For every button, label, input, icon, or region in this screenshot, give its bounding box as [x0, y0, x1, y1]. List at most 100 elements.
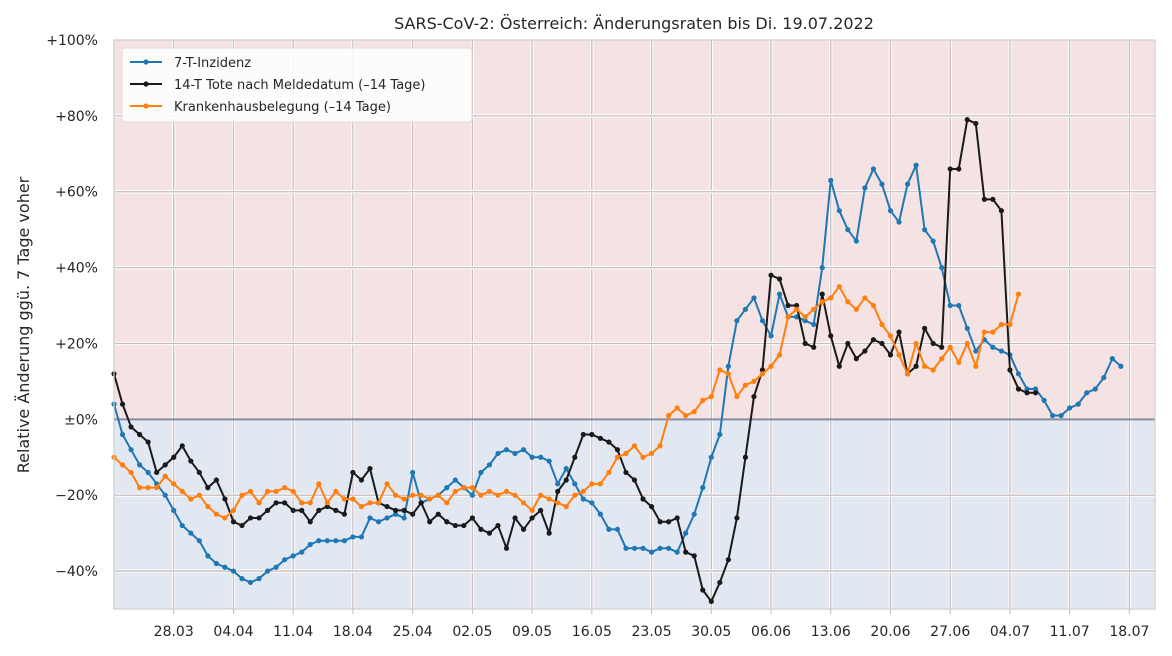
data-point: [922, 325, 928, 331]
x-tick-label: 04.04: [213, 624, 253, 640]
data-point: [614, 526, 621, 532]
data-point: [870, 302, 877, 309]
data-point: [137, 485, 143, 491]
data-point: [887, 352, 894, 358]
data-point: [1118, 363, 1124, 369]
data-point: [1101, 375, 1107, 381]
data-point: [538, 454, 544, 460]
x-tick-label: 13.06: [811, 624, 851, 640]
data-point: [486, 488, 493, 495]
data-point: [674, 549, 680, 555]
data-point: [239, 492, 245, 498]
data-point: [913, 162, 919, 168]
data-point: [700, 485, 706, 491]
data-point: [444, 500, 450, 506]
data-point: [580, 496, 586, 502]
data-point: [469, 485, 475, 491]
data-point: [162, 492, 168, 498]
data-point: [495, 492, 501, 498]
data-point: [589, 431, 595, 438]
data-point: [742, 454, 749, 460]
data-point: [162, 462, 168, 468]
x-tick-label: 11.07: [1050, 624, 1090, 640]
data-point: [401, 515, 407, 521]
data-point: [700, 587, 706, 593]
data-point: [358, 534, 365, 540]
data-point: [230, 519, 237, 525]
data-point: [1024, 386, 1030, 392]
data-point: [1109, 356, 1115, 362]
data-point: [879, 321, 885, 328]
data-point: [853, 238, 859, 244]
plot-area: [111, 39, 1156, 610]
data-point: [119, 431, 126, 438]
data-point: [358, 477, 365, 483]
data-point: [367, 500, 373, 506]
data-point: [375, 500, 382, 506]
legend-marker: [143, 81, 149, 87]
data-point: [145, 469, 151, 476]
data-point: [896, 219, 902, 225]
x-tick-label: 28.03: [154, 624, 194, 640]
data-point: [947, 166, 953, 172]
data-point: [333, 488, 339, 495]
data-point: [392, 492, 399, 498]
data-point: [751, 378, 757, 384]
data-point: [239, 522, 245, 529]
data-point: [759, 318, 766, 324]
data-point: [188, 530, 194, 536]
data-point: [657, 519, 663, 525]
data-point: [171, 507, 177, 513]
data-point: [247, 579, 254, 586]
data-point: [128, 469, 134, 476]
x-tick-label: 25.04: [393, 624, 433, 640]
data-point: [623, 545, 629, 551]
data-point: [776, 291, 783, 297]
data-point: [879, 340, 885, 347]
data-point: [768, 333, 774, 339]
data-point: [290, 488, 296, 495]
data-point: [538, 492, 544, 498]
data-point: [811, 306, 817, 312]
data-point: [580, 431, 586, 438]
data-point: [845, 340, 851, 347]
data-point: [179, 443, 185, 449]
data-point: [529, 454, 535, 460]
data-point: [691, 553, 697, 559]
data-point: [973, 348, 979, 354]
data-point: [350, 469, 356, 476]
data-point: [1024, 390, 1030, 396]
data-point: [256, 576, 262, 582]
data-point: [973, 120, 979, 127]
data-point: [580, 488, 586, 495]
data-point: [768, 363, 774, 369]
data-point: [154, 469, 160, 476]
data-point: [904, 181, 911, 187]
data-point: [759, 371, 766, 377]
data-point: [299, 507, 305, 513]
data-point: [367, 515, 373, 521]
data-point: [264, 488, 271, 495]
data-point: [307, 541, 313, 548]
data-point: [956, 302, 962, 309]
data-point: [520, 447, 527, 453]
data-point: [998, 348, 1005, 354]
data-point: [990, 329, 996, 335]
data-point: [520, 526, 527, 532]
data-point: [282, 485, 288, 491]
data-point: [563, 503, 569, 510]
data-point: [324, 500, 330, 506]
data-point: [734, 515, 740, 521]
data-point: [794, 306, 800, 312]
data-point: [452, 522, 458, 529]
data-point: [802, 340, 808, 347]
data-point: [316, 538, 322, 544]
data-point: [666, 412, 672, 419]
data-point: [922, 363, 928, 369]
x-tick-label: 02.05: [452, 624, 492, 640]
data-point: [597, 511, 603, 517]
data-point: [964, 325, 970, 331]
data-point: [137, 462, 143, 468]
data-point: [597, 481, 603, 487]
data-point: [1007, 367, 1013, 373]
